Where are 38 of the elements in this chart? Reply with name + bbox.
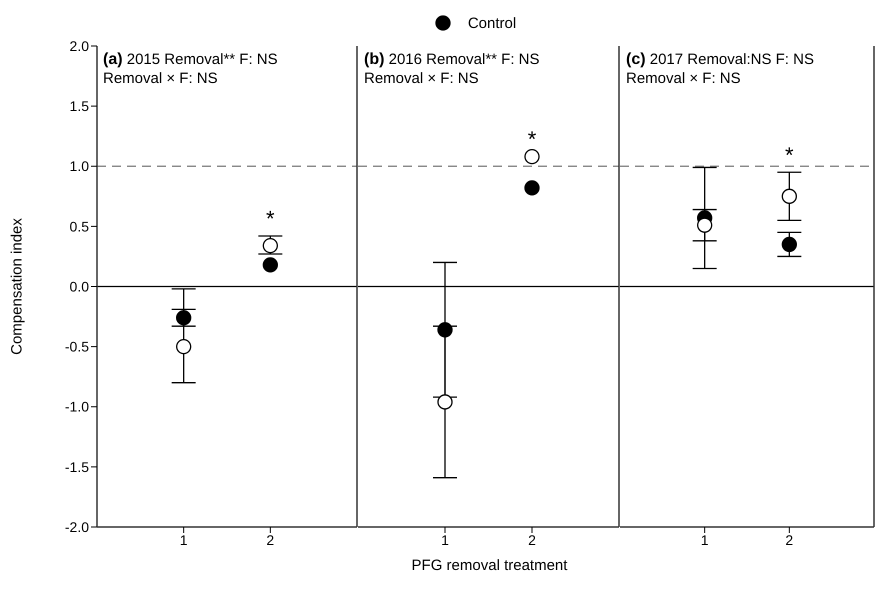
legend-label: Control [468, 14, 516, 32]
point [437, 322, 453, 338]
x-tick-label: 1 [180, 532, 188, 548]
x-tick-label: 1 [700, 532, 709, 548]
annotation: * [528, 126, 537, 152]
y-tick-label: -1.5 [64, 458, 90, 475]
x-tick-label: 2 [266, 532, 274, 548]
x-axis-title: PFG removal treatment [410, 557, 568, 574]
point [782, 236, 797, 252]
chart-title: (c) 2017 Removal:NS F: NS [626, 50, 814, 69]
text: Removal × F: NS [626, 69, 742, 88]
x-tick-label: 1 [441, 532, 450, 548]
point [524, 148, 540, 164]
text: Removal × F: NS [364, 69, 480, 88]
annotation: * [785, 142, 794, 168]
point [262, 238, 278, 254]
point [176, 338, 192, 354]
chart-title: (b) 2016 Removal** F: NS [364, 50, 540, 69]
y-tick-label: -1.0 [64, 398, 90, 415]
y-axis-title: Compensation index [8, 218, 26, 355]
y-tick-label: 1.5 [70, 98, 90, 114]
x-tick-label: 2 [785, 532, 794, 548]
y-tick-label: -2.0 [64, 518, 90, 535]
point [437, 394, 453, 410]
y-tick-label: 1.0 [70, 158, 90, 174]
point [262, 257, 278, 273]
point [782, 188, 797, 204]
chart-title: (a) 2015 Removal** F: NS [103, 50, 278, 69]
y-tick-label: -0.5 [64, 338, 90, 355]
point [697, 218, 712, 233]
y-tick-label: 0.0 [70, 278, 90, 294]
y-tick-label: 0.5 [70, 218, 90, 234]
point [176, 310, 192, 326]
annotation: * [266, 206, 276, 231]
x-tick-label: 2 [528, 532, 536, 548]
y-tick-label: 2.0 [70, 38, 90, 54]
text: Removal × F: NS [103, 69, 219, 88]
point [524, 180, 540, 196]
